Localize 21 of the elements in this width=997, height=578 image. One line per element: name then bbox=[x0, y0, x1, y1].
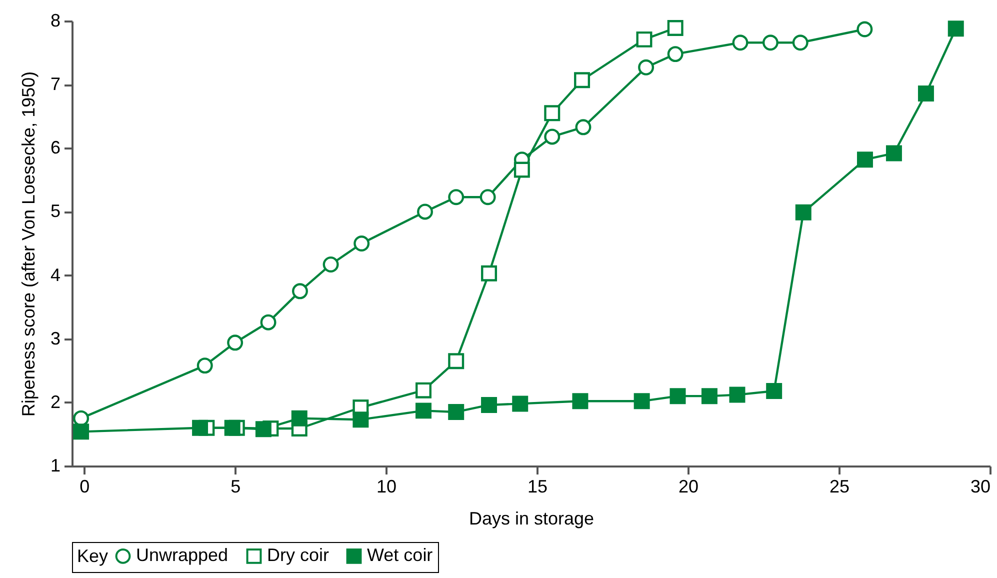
y-tick-label: 1 bbox=[50, 456, 60, 476]
y-axis-title: Ripeness score (after Von Loesecke, 1950) bbox=[18, 71, 38, 417]
x-tick-label: 0 bbox=[80, 476, 90, 496]
legend-label: Unwrapped bbox=[136, 545, 228, 566]
y-tick-label: 2 bbox=[50, 392, 60, 412]
x-tick-label: 20 bbox=[678, 476, 699, 496]
x-tick-label: 10 bbox=[376, 476, 397, 496]
y-tick-label: 6 bbox=[50, 138, 60, 158]
y-tick-label: 8 bbox=[50, 10, 60, 30]
x-tick-label: 30 bbox=[970, 476, 990, 496]
y-tick-label: 7 bbox=[50, 74, 60, 94]
x-tick-label: 25 bbox=[830, 476, 850, 496]
y-tick-label: 5 bbox=[50, 201, 60, 222]
legend-label: Dry coir bbox=[267, 545, 330, 566]
y-tick-label: 3 bbox=[50, 328, 60, 348]
x-tick-label: 15 bbox=[528, 476, 548, 496]
y-tick-label: 4 bbox=[50, 264, 60, 285]
x-axis-title: Days in storage bbox=[468, 508, 594, 528]
legend-label: Wet coir bbox=[367, 545, 433, 566]
legend-title: Key bbox=[77, 546, 108, 566]
x-tick-label: 5 bbox=[230, 476, 241, 496]
